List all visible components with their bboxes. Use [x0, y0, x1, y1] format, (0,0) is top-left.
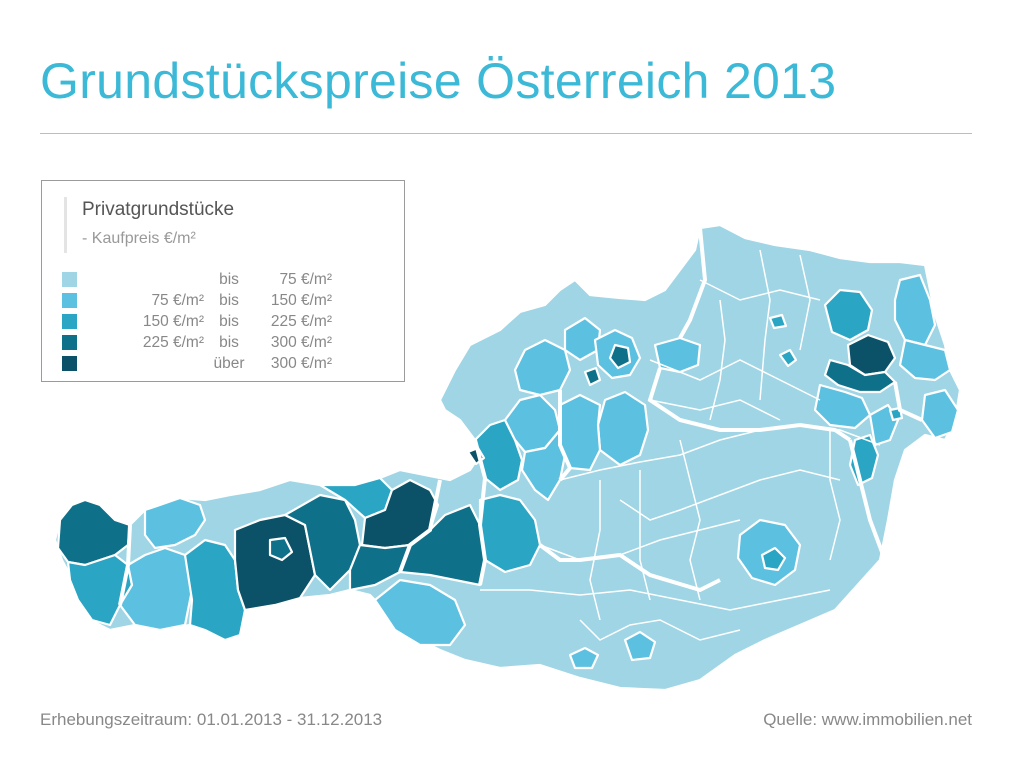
map-region-graz	[760, 546, 787, 572]
survey-period: Erhebungszeitraum: 01.01.2013 - 31.12.20…	[40, 710, 383, 729]
legend-to: 300 €/m²	[270, 355, 332, 372]
map-region-korneuburg	[823, 288, 874, 342]
title-divider	[40, 133, 972, 134]
legend-operator: bis	[219, 334, 239, 351]
legend-swatch	[62, 314, 77, 329]
legend-row: 225 €/m² bis 300 €/m²	[62, 332, 382, 353]
legend-swatch	[62, 335, 77, 350]
legend-to: 75 €/m²	[279, 271, 332, 288]
legend-to: 150 €/m²	[270, 292, 332, 309]
map-region-wels	[583, 366, 602, 387]
map-region-bruck-leitha	[898, 338, 952, 382]
legend-from: 75 €/m²	[151, 292, 204, 309]
legend-title: Privatgrundstücke	[82, 199, 235, 220]
map-region-steyr	[596, 390, 650, 467]
legend-box: Privatgrundstücke - Kaufpreis €/m² bis 75…	[41, 180, 405, 382]
map-region-villach	[568, 646, 600, 670]
data-source: Quelle: www.immobilien.net	[763, 710, 972, 729]
map-region-lienz	[373, 578, 467, 647]
legend-subtitle: - Kaufpreis €/m²	[82, 230, 196, 247]
legend-operator: bis	[219, 292, 239, 309]
legend-row: 75 €/m² bis 150 €/m²	[62, 290, 382, 311]
legend-swatch	[62, 293, 77, 308]
legend-swatch	[62, 272, 77, 287]
legend-operator: bis	[219, 271, 239, 288]
map-region-innsbruck-land	[233, 513, 317, 612]
map-region-klagenfurt	[623, 630, 657, 662]
legend-from: 225 €/m²	[142, 334, 204, 351]
legend-operator: bis	[219, 313, 239, 330]
map-region-imst	[183, 538, 247, 642]
legend-row: bis 75 €/m²	[62, 269, 382, 290]
map-region-reutte	[143, 496, 207, 550]
legend-row: über 300 €/m²	[62, 353, 382, 374]
map-region-perg	[653, 336, 702, 374]
map-region-wien-umgebung	[823, 358, 897, 394]
legend-swatch	[62, 356, 77, 371]
legend-accent-bar	[64, 197, 67, 253]
map-region-krems	[768, 313, 788, 330]
legend-rows: bis 75 €/m² 75 €/m² bis 150 €/m² 150 €/m² bis 2…	[62, 269, 382, 374]
map-region-innsbruck	[268, 536, 294, 562]
state-borders	[118, 227, 923, 606]
legend-operator: über	[213, 355, 245, 372]
map-region-linz	[608, 343, 632, 370]
legend-row: 150 €/m² bis 225 €/m²	[62, 311, 382, 332]
legend-to: 300 €/m²	[270, 334, 332, 351]
map-region-moedling	[813, 383, 872, 430]
legend-from: 150 €/m²	[142, 313, 204, 330]
map-region-st-poelten	[778, 348, 798, 368]
page-title: Grundstückspreise Österreich 2013	[40, 53, 837, 109]
legend-to: 225 €/m²	[270, 313, 332, 330]
